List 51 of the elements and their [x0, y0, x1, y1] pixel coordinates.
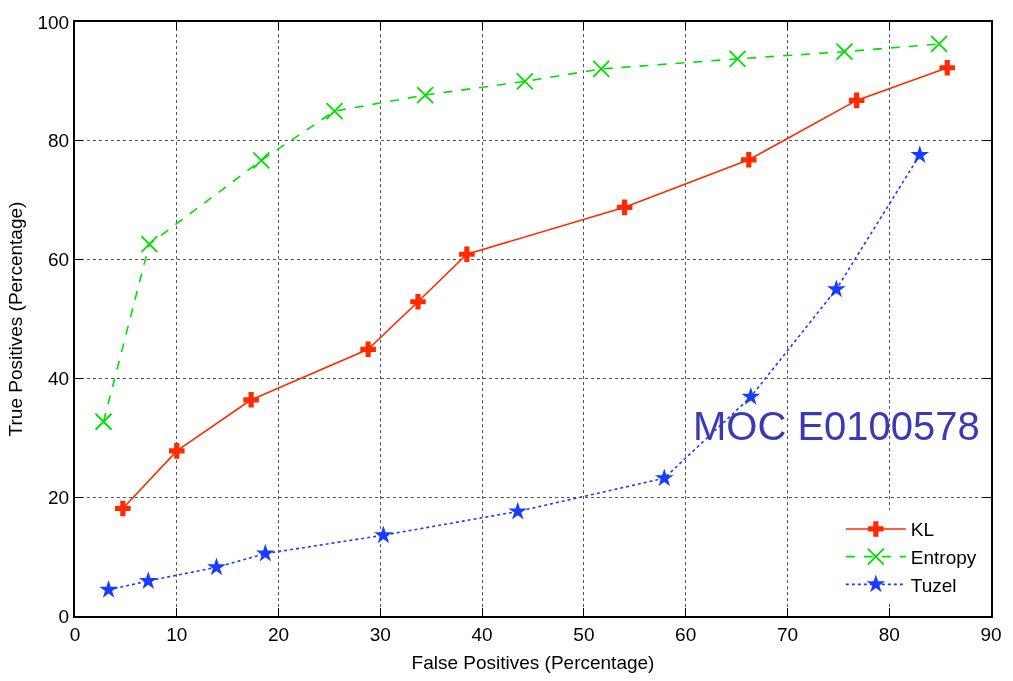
- y-tick-label: 80: [48, 130, 70, 152]
- x-tick-label: 60: [675, 623, 697, 645]
- annotation: MOC E0100578: [693, 404, 980, 448]
- point: [826, 279, 846, 298]
- point: [910, 145, 930, 163]
- y-tick-label: 100: [37, 11, 70, 33]
- x-tick-label: 50: [573, 623, 595, 645]
- point: [207, 557, 226, 576]
- x-tick-label: 90: [980, 623, 1002, 645]
- point: [410, 293, 426, 310]
- point: [252, 151, 271, 170]
- legend-label: KL: [910, 519, 935, 541]
- point: [835, 42, 854, 61]
- legend-label: Entropy: [910, 547, 977, 569]
- point: [243, 391, 259, 408]
- point: [592, 60, 611, 78]
- point: [616, 199, 633, 216]
- point: [168, 443, 185, 459]
- point: [140, 235, 159, 254]
- x-tick-label: 10: [166, 623, 188, 645]
- point: [115, 500, 131, 517]
- point: [741, 387, 761, 405]
- point: [459, 246, 475, 263]
- point: [740, 152, 757, 168]
- point: [930, 35, 948, 53]
- point: [416, 86, 435, 104]
- point: [728, 49, 747, 68]
- point: [99, 580, 118, 598]
- point: [325, 102, 344, 120]
- y-tick-label: 0: [58, 605, 70, 627]
- x-axis-title: False Positives (Percentage): [411, 652, 655, 674]
- x-tick-label: 40: [471, 623, 493, 645]
- point: [256, 543, 275, 562]
- x-tick-label: 30: [369, 623, 391, 645]
- y-tick-label: 60: [48, 249, 70, 271]
- x-tick-label: 80: [878, 623, 900, 645]
- point: [94, 412, 113, 431]
- y-axis-title: True Positives (Percentage): [4, 201, 26, 437]
- point: [360, 341, 376, 358]
- point: [508, 501, 528, 520]
- y-tick-label: 20: [48, 486, 70, 508]
- point: [138, 571, 158, 589]
- x-tick-label: 70: [776, 623, 799, 645]
- x-tick-label: 20: [267, 623, 290, 645]
- point: [374, 525, 393, 544]
- legend-label: Tuzel: [910, 574, 957, 596]
- y-tick-label: 40: [48, 368, 70, 390]
- point: [848, 92, 865, 109]
- point: [939, 59, 956, 76]
- point: [515, 72, 534, 91]
- point: [654, 468, 674, 487]
